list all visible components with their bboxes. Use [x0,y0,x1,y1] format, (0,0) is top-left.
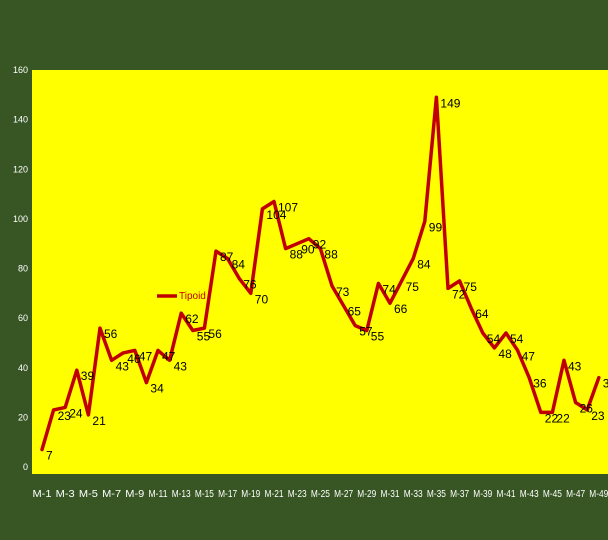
series-line-tipoid [40,95,601,452]
x-tick-label: M-19 [241,489,260,500]
data-label: 43 [116,359,130,373]
data-label: 36 [533,377,547,391]
data-label: 149 [440,96,460,110]
x-tick-label: M-29 [357,489,376,500]
x-tick-label: M-35 [427,489,446,500]
data-label: 87 [220,250,234,264]
data-label: 46 [127,352,141,366]
legend: Tipoid [157,291,206,302]
y-tick-label: 0 [23,462,28,472]
x-tick-label: M-1 [33,489,52,500]
data-label: 22 [556,411,570,425]
data-label: 39 [81,369,95,383]
data-label: 99 [429,220,443,234]
legend-label: Tipoid [179,291,206,302]
plot-area [32,70,608,474]
data-label: 23 [591,409,605,423]
x-tick-label: M-39 [473,489,492,500]
x-tick-label: M-41 [497,489,516,500]
data-label: 21 [92,414,106,428]
x-axis-ticks: M-1 M-3 M-5 M-7 M-9 M-11 M-13 M-15 M-17 M-19 M-21 M… [33,489,608,500]
data-label: 47 [162,349,176,363]
y-tick-label: 100 [13,214,28,224]
data-label: 26 [580,401,594,415]
data-label: 90 [301,243,315,257]
data-label: 75 [464,280,478,294]
x-tick-label: M-9 [125,489,144,500]
data-label: 88 [324,248,338,262]
x-tick-label: M-43 [520,489,539,500]
data-label: 55 [197,330,211,344]
x-tick-label: M-27 [334,489,353,500]
x-tick-label: M-25 [311,489,330,500]
data-label: 24 [69,406,83,420]
x-tick-label: M-45 [543,489,562,500]
data-label: 57 [359,325,373,339]
x-tick-label: M-21 [265,489,284,500]
x-tick-label: M-23 [288,489,307,500]
data-label: 70 [255,292,269,306]
data-label: 76 [243,277,257,291]
x-tick-label: M-49 [589,489,608,500]
data-label: 22 [545,411,559,425]
data-label: 54 [510,332,524,346]
y-tick-label: 80 [18,264,28,274]
data-label: 64 [475,307,489,321]
data-label: 34 [150,382,164,396]
x-tick-label: M-47 [566,489,585,500]
data-label: 88 [290,248,304,262]
data-label: 107 [278,201,298,215]
data-label: 84 [417,258,431,272]
x-tick-label: M-3 [56,489,75,500]
data-label: 47 [522,349,536,363]
data-label: 65 [348,305,362,319]
data-label: 75 [406,280,420,294]
x-tick-label: M-15 [195,489,214,500]
data-label: 48 [498,347,512,361]
data-label: 104 [266,208,286,222]
y-axis-ticks: 0 20 40 60 80 100 120 140 160 [13,65,28,472]
x-tick-label: M-7 [102,489,121,500]
data-label: 56 [208,327,222,341]
x-tick-label: M-33 [404,489,423,500]
data-label: 74 [382,282,396,296]
data-label: 66 [394,302,408,316]
y-tick-label: 120 [13,164,28,174]
data-label: 55 [371,330,385,344]
data-label: 36 [603,377,608,391]
data-label: 43 [174,359,188,373]
y-tick-label: 140 [13,115,28,125]
x-tick-label: M-13 [172,489,191,500]
y-tick-label: 40 [18,363,28,373]
data-label: 43 [568,359,582,373]
x-tick-label: M-11 [149,489,168,500]
data-label: 56 [104,327,118,341]
x-tick-label: M-31 [381,489,400,500]
data-label: 54 [487,332,501,346]
data-labels: 7232439215643464734474362555687847670104… [46,96,608,462]
data-label: 84 [232,258,246,272]
data-label: 72 [452,287,466,301]
data-label: 47 [139,349,153,363]
y-tick-label: 60 [18,313,28,323]
y-tick-label: 160 [13,65,28,75]
x-tick-label: M-5 [79,489,98,500]
data-label: 73 [336,285,350,299]
data-label: 7 [46,449,53,463]
data-label: 23 [58,409,72,423]
data-label: 62 [185,312,199,326]
x-tick-label: M-37 [450,489,469,500]
data-label: 92 [313,238,327,252]
x-tick-label: M-17 [218,489,237,500]
y-tick-label: 20 [18,412,28,422]
